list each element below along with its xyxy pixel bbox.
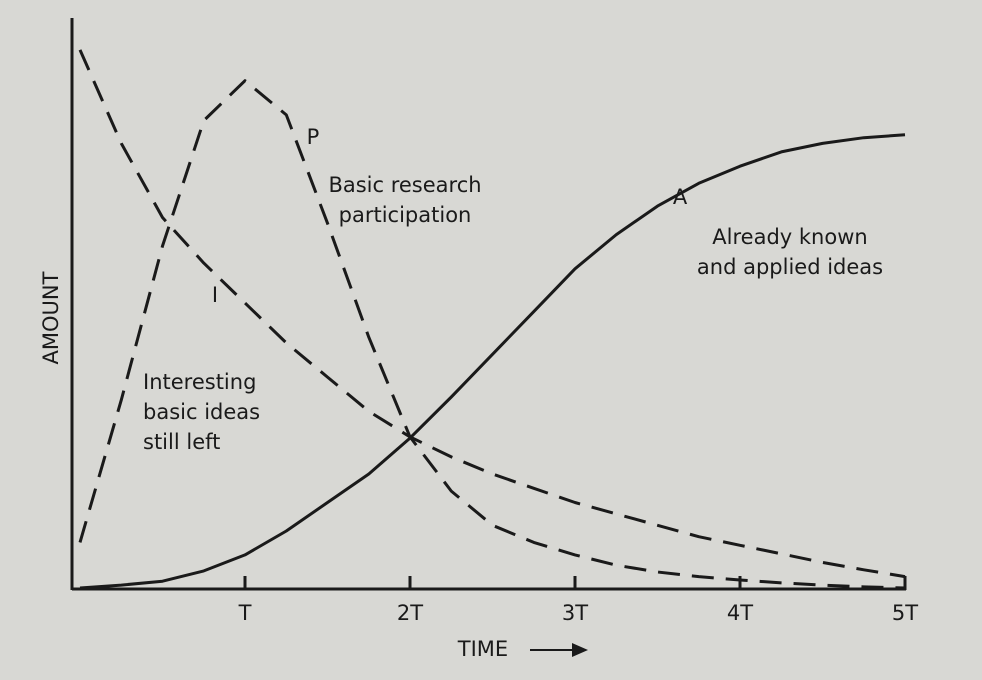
series-name: I (212, 283, 218, 307)
x-arrow (530, 643, 588, 657)
series-description: basic ideas (143, 400, 260, 424)
series-line (78, 49, 906, 579)
x-tick-label: 5T (892, 601, 918, 625)
x-tick-label: 4T (727, 601, 753, 625)
x-tick-label: 3T (562, 601, 588, 625)
series-line (78, 79, 906, 590)
series-description: Basic research (328, 173, 481, 197)
series-name: P (307, 125, 320, 149)
y-axis-label: AMOUNT (39, 271, 63, 364)
x-tick-label: T (238, 601, 252, 625)
series-description: and applied ideas (697, 255, 883, 279)
series-description: Interesting (143, 370, 256, 394)
series-description: Already known (712, 225, 867, 249)
series-name: A (673, 185, 688, 209)
x-axis-label: TIME (457, 637, 508, 661)
x-tick-label: 2T (397, 601, 423, 625)
series-description: participation (339, 203, 472, 227)
series-description: still left (143, 430, 220, 454)
series-line (79, 133, 906, 590)
